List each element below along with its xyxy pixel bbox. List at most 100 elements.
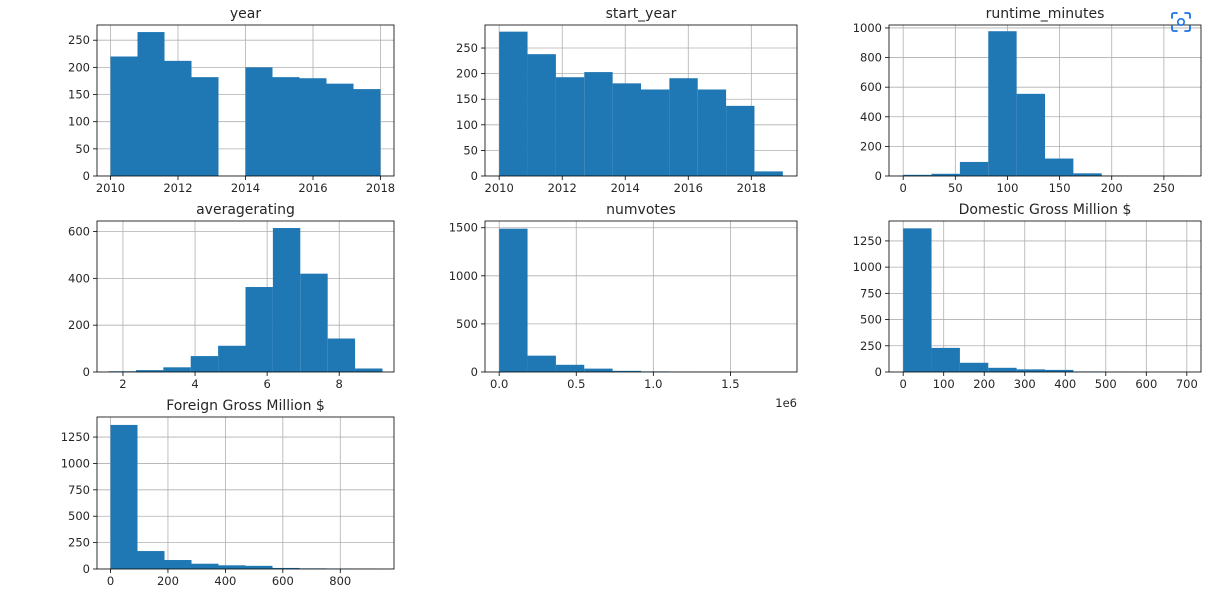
x-tick-label: 50 [948,181,963,195]
subplot-3: 0 50 100 150 200 250 0 200 400 600 800 1000 runtime_… [853,6,1202,195]
histogram-bar [959,362,989,372]
y-tick-label: 400 [860,110,882,124]
x-tick-label: 200 [157,574,179,588]
histogram-bar [527,54,556,176]
x-tick-label: 0.0 [490,377,508,391]
y-tick-label: 600 [860,80,882,94]
histogram-bar [527,355,556,372]
x-tick-label: 1.0 [644,377,662,391]
histogram-bar [191,563,219,569]
histogram-bar [612,83,641,176]
x-tick-label: 700 [1176,377,1198,391]
subplot-5: 0.0 0.5 1.0 1.5 0 500 1000 1500 numvotes 1e6 [449,202,798,410]
y-tick-label: 50 [463,143,478,157]
histogram-bar [110,424,138,569]
focus-view-button[interactable] [1170,11,1192,33]
subplot-2: 2010 2012 2014 2016 2018 0 50 100 150 200 250 start… [456,6,798,195]
subplot-title: averagerating [196,202,295,218]
x-tick-label: 0 [900,181,907,195]
y-tick-label: 500 [456,317,478,331]
histogram-bar [191,77,219,176]
histogram-bar [1016,93,1045,176]
x-tick-label: 600 [272,574,294,588]
histogram-bar [218,345,246,372]
x-tick-label: 2016 [298,181,327,195]
y-tick-label: 0 [83,365,90,379]
x-tick-label: 2010 [96,181,125,195]
x-tick-label: 2012 [163,181,192,195]
histogram-bar [137,551,165,569]
y-tick-label: 100 [456,118,478,132]
y-tick-label: 0 [83,169,90,183]
histogram-bar [1045,369,1074,372]
y-tick-label: 0 [471,365,478,379]
y-tick-label: 1000 [853,260,882,274]
histogram-bar [988,367,1017,372]
histogram-bar [726,105,755,176]
histogram-bar [327,338,356,372]
histogram-bar [355,368,383,372]
y-tick-label: 500 [68,509,90,523]
x-tick-label: 100 [933,377,955,391]
x-tick-label: 2018 [737,181,766,195]
subplot-title: Domestic Gross Million $ [959,202,1132,218]
histogram-bar [612,370,641,372]
subplot-title: runtime_minutes [986,6,1105,22]
subplot-1: 2010 2012 2014 2016 2018 0 50 100 150 200 250 year [68,6,395,195]
y-tick-label: 800 [860,51,882,65]
histogram-bar [903,174,932,176]
histogram-bar [272,77,300,176]
histogram-bar [1045,158,1074,176]
histogram-bar [669,78,698,176]
axes-frame [888,24,1202,177]
subplot-title: start_year [606,6,677,22]
x-tick-label: 400 [214,574,236,588]
y-tick-label: 150 [456,92,478,106]
y-tick-label: 0 [875,169,882,183]
x-tick-label: 8 [336,377,343,391]
y-tick-label: 750 [860,286,882,300]
histogram-bar [110,56,138,176]
x-tick-label: 2014 [611,181,640,195]
subplot-title: Foreign Gross Million $ [166,398,325,414]
histogram-bar [272,228,301,372]
axes-frame [96,416,395,570]
x-tick-label: 0 [900,377,907,391]
x-tick-label: 800 [329,574,351,588]
histogram-bar [931,347,960,372]
histogram-bar [1016,369,1045,372]
x-tick-label: 0 [107,574,114,588]
x-tick-label: 500 [1095,377,1117,391]
x-tick-label: 2018 [366,181,395,195]
histogram-bar [190,356,219,372]
y-tick-label: 100 [68,115,90,129]
y-tick-label: 1250 [61,430,90,444]
y-tick-label: 1000 [449,269,478,283]
y-tick-label: 0 [875,365,882,379]
histogram-bar [164,60,192,176]
x-offset-label: 1e6 [775,396,797,410]
histogram-bar [555,77,585,176]
x-tick-label: 300 [1014,377,1036,391]
axes-frame [888,220,1202,373]
histogram-bar [218,565,246,569]
x-tick-label: 6 [263,377,270,391]
axes-frame [96,220,395,373]
y-tick-label: 400 [68,271,90,285]
histogram-bar [163,367,191,372]
histogram-bar [137,32,165,176]
x-tick-label: 2 [119,377,126,391]
x-tick-label: 200 [1101,181,1123,195]
histogram-bar [697,89,727,176]
y-tick-label: 500 [860,313,882,327]
x-tick-label: 400 [1054,377,1076,391]
y-tick-label: 250 [860,339,882,353]
x-tick-label: 2010 [485,181,514,195]
histogram-bar [245,565,273,569]
histogram-bar [754,171,783,176]
y-tick-label: 1000 [853,21,882,35]
focus-view-icon [1171,12,1191,32]
histogram-bar [245,287,273,372]
x-tick-label: 4 [191,377,198,391]
